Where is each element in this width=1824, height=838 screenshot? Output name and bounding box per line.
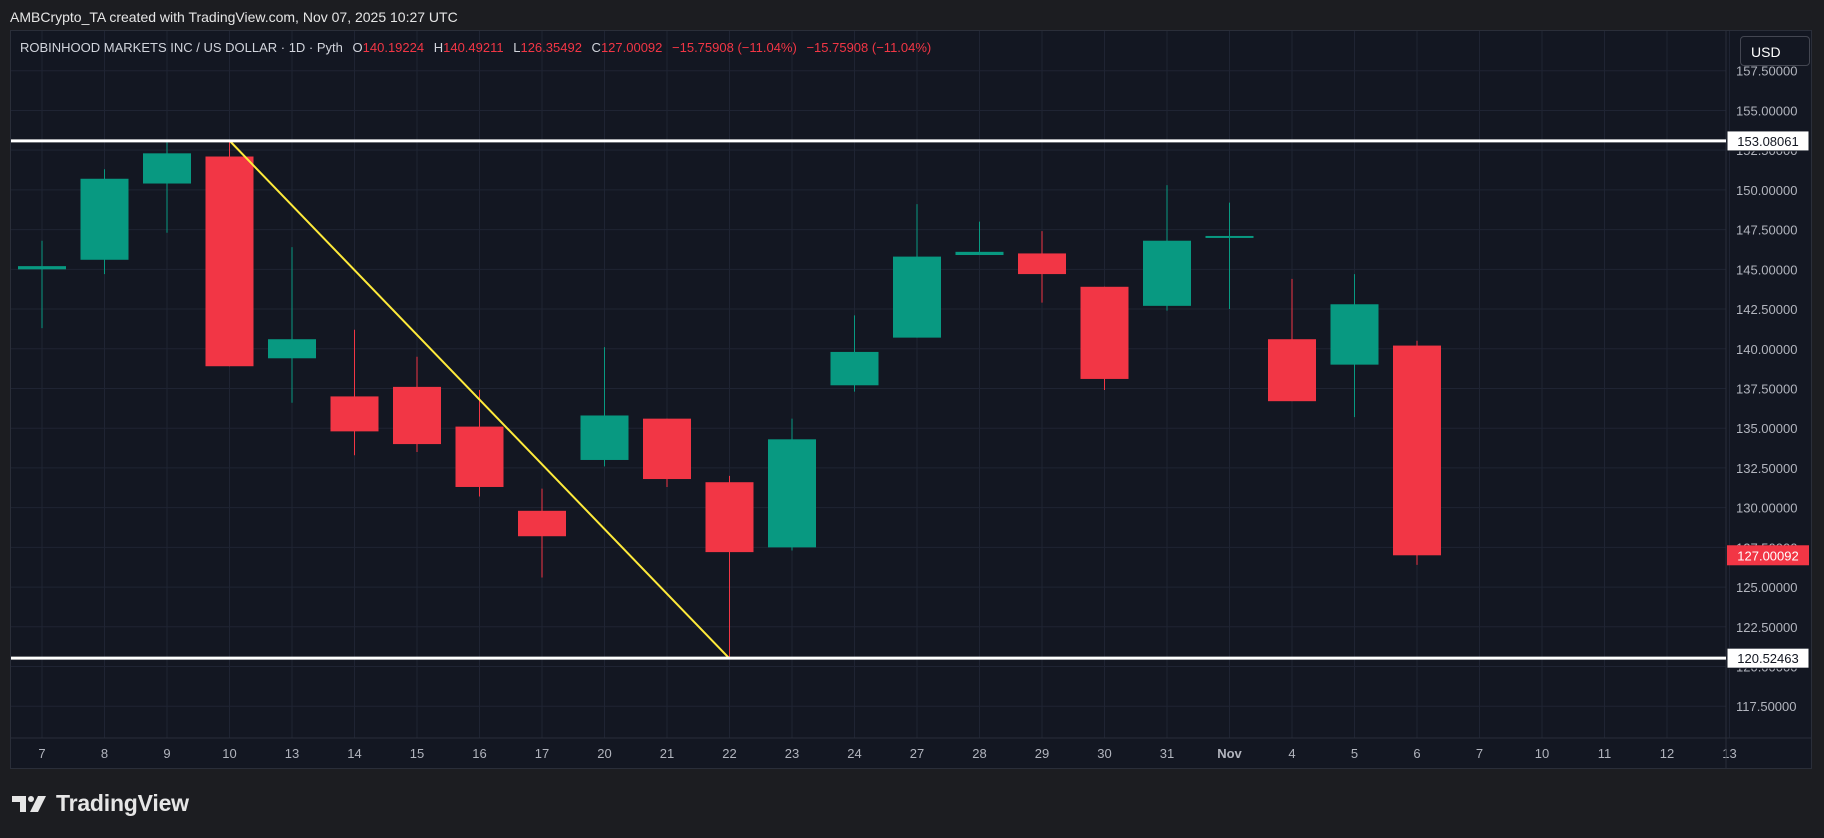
candle-body bbox=[1268, 339, 1316, 402]
x-tick-label: 13 bbox=[1722, 746, 1736, 761]
open-label: O bbox=[352, 40, 363, 55]
level-price-tag bbox=[1726, 647, 1810, 669]
candle-body bbox=[705, 482, 754, 553]
y-tick-label: 117.50000 bbox=[1736, 699, 1797, 714]
x-tick-label: 5 bbox=[1351, 746, 1358, 761]
high-label: H bbox=[433, 40, 444, 55]
symbol-legend: ROBINHOOD MARKETS INC / US DOLLAR · 1D ·… bbox=[20, 40, 931, 55]
chart-attribution: AMBCrypto_TA created with TradingView.co… bbox=[10, 9, 458, 25]
x-tick-label: 13 bbox=[285, 746, 299, 761]
y-tick-label: 155.00000 bbox=[1736, 103, 1797, 118]
x-tick-label: 22 bbox=[722, 746, 736, 761]
x-tick-label: 23 bbox=[785, 746, 799, 761]
x-tick-label: 14 bbox=[347, 746, 361, 761]
candle-body bbox=[830, 351, 879, 386]
candle-body bbox=[1143, 240, 1191, 306]
x-tick-label: 16 bbox=[472, 746, 486, 761]
y-tick-label: 132.50000 bbox=[1736, 461, 1797, 476]
change-value-2: −15.75908 (−11.04%) bbox=[806, 40, 932, 55]
x-tick-label: 27 bbox=[910, 746, 924, 761]
open-value: 140.19224 bbox=[362, 40, 425, 55]
y-tick-label: 140.00000 bbox=[1736, 342, 1797, 357]
tradingview-brand[interactable]: TradingView bbox=[12, 790, 189, 817]
brand-name: TradingView bbox=[56, 790, 189, 816]
x-tick-label: 30 bbox=[1097, 746, 1111, 761]
tradingview-logo-icon bbox=[12, 795, 46, 812]
candle-body bbox=[1330, 304, 1379, 365]
close-value: 127.00092 bbox=[600, 40, 663, 55]
candle-body bbox=[1080, 286, 1129, 379]
candle-body bbox=[643, 418, 691, 480]
chart-panel[interactable] bbox=[10, 30, 1812, 769]
candle-body bbox=[80, 178, 129, 260]
x-tick-label: 20 bbox=[597, 746, 611, 761]
x-tick-label: 8 bbox=[101, 746, 108, 761]
y-tick-label: 150.00000 bbox=[1736, 183, 1797, 198]
x-tick-label: 12 bbox=[1660, 746, 1674, 761]
level-price-label: 153.08061 bbox=[1737, 134, 1798, 149]
candle-body bbox=[205, 156, 254, 367]
y-tick-label: 122.50000 bbox=[1736, 620, 1797, 635]
candle-body bbox=[18, 266, 66, 270]
x-tick-label: 9 bbox=[163, 746, 170, 761]
low-value: 126.35492 bbox=[520, 40, 582, 55]
y-tick-label: 145.00000 bbox=[1736, 262, 1797, 277]
x-tick-label: 28 bbox=[972, 746, 986, 761]
y-tick-label: 137.50000 bbox=[1736, 381, 1797, 396]
y-tick-label: 157.50000 bbox=[1736, 64, 1797, 79]
x-tick-label: 7 bbox=[38, 746, 45, 761]
close-label: C bbox=[591, 40, 601, 55]
candle-body bbox=[393, 386, 441, 445]
candle-body bbox=[455, 426, 504, 487]
candle-body bbox=[1018, 253, 1066, 275]
change-value: −15.75908 (−11.04%) bbox=[672, 40, 797, 55]
candle-body bbox=[1205, 235, 1254, 238]
candle-body bbox=[518, 510, 566, 537]
candle-body bbox=[955, 251, 1004, 256]
x-tick-label: 7 bbox=[1476, 746, 1483, 761]
candle-body bbox=[1393, 345, 1441, 556]
high-value: 140.49211 bbox=[443, 40, 504, 55]
candle-body bbox=[893, 256, 941, 338]
y-tick-label: 142.50000 bbox=[1736, 302, 1797, 317]
y-tick-label: 125.00000 bbox=[1736, 580, 1797, 595]
x-tick-label: 10 bbox=[222, 746, 236, 761]
x-tick-label: 17 bbox=[535, 746, 549, 761]
y-tick-label: 130.00000 bbox=[1736, 501, 1797, 516]
candle-body bbox=[768, 439, 816, 548]
level-price-tag bbox=[1726, 130, 1810, 152]
x-tick-label: 24 bbox=[847, 746, 861, 761]
last-price-label: 127.00092 bbox=[1737, 548, 1798, 563]
y-tick-label: 135.00000 bbox=[1736, 421, 1797, 436]
last-price-tag bbox=[1727, 545, 1809, 566]
symbol-title[interactable]: ROBINHOOD MARKETS INC / US DOLLAR · 1D ·… bbox=[20, 40, 343, 55]
candle-body bbox=[580, 415, 629, 460]
x-tick-label: 11 bbox=[1598, 746, 1612, 761]
x-tick-label: 4 bbox=[1288, 746, 1295, 761]
x-tick-label: 21 bbox=[660, 746, 674, 761]
x-tick-label: Nov bbox=[1217, 746, 1242, 761]
currency-button[interactable]: USD bbox=[1740, 36, 1810, 66]
x-tick-label: 29 bbox=[1035, 746, 1049, 761]
x-tick-label: 15 bbox=[410, 746, 424, 761]
candle-body bbox=[268, 339, 316, 359]
trendline bbox=[228, 139, 731, 660]
candle-body bbox=[330, 396, 379, 432]
x-tick-label: 31 bbox=[1160, 746, 1174, 761]
x-tick-label: 6 bbox=[1413, 746, 1420, 761]
low-label: L bbox=[513, 40, 521, 55]
x-tick-label: 10 bbox=[1535, 746, 1549, 761]
candle-body bbox=[143, 153, 191, 184]
level-price-label: 120.52463 bbox=[1737, 651, 1798, 666]
y-tick-label: 147.50000 bbox=[1736, 223, 1797, 238]
